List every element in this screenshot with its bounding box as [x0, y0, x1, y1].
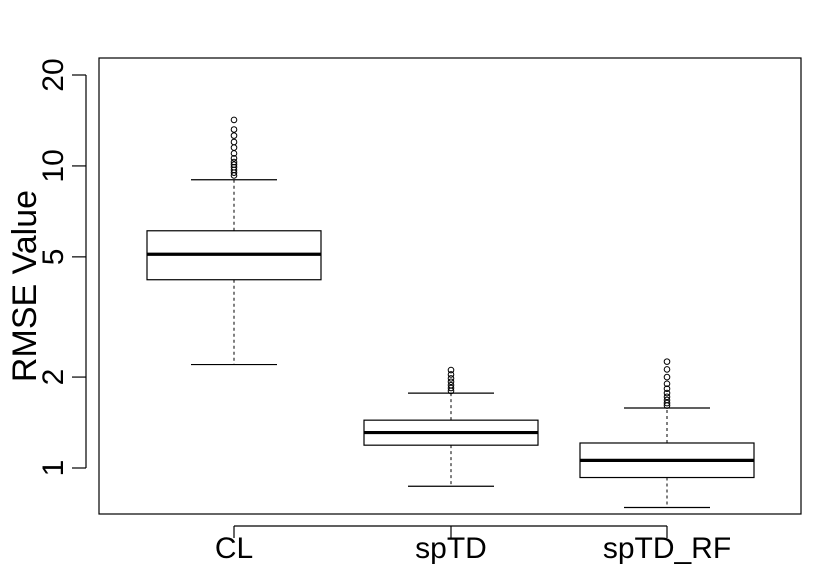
outlier-point — [447, 371, 455, 378]
outlier-point — [230, 154, 238, 162]
outlier-point — [663, 385, 671, 393]
outlier-point — [663, 380, 671, 388]
outlier-point — [447, 384, 455, 392]
y-axis: 1 2 5 10 20 — [37, 58, 87, 477]
boxes-group — [146, 116, 755, 509]
outlier-point — [447, 381, 455, 389]
y-axis-title: RMSE Value — [6, 190, 44, 382]
outlier-point — [230, 144, 238, 151]
outlier-point — [663, 396, 671, 404]
outlier-point — [663, 393, 671, 401]
outlier-point — [663, 373, 671, 381]
x-axis: CL spTD spTD_RF — [215, 525, 731, 565]
y-tick-label: 2 — [37, 369, 70, 386]
y-tick-label: 10 — [37, 149, 70, 182]
outlier-point — [663, 366, 671, 373]
plot-frame — [98, 57, 802, 515]
outlier-point — [230, 132, 238, 139]
outlier-point — [230, 161, 238, 168]
y-tick-label: 20 — [37, 58, 70, 91]
outlier-point — [663, 358, 671, 365]
box-spTD_RF — [579, 358, 755, 509]
outlier-point — [447, 366, 455, 374]
outlier-point — [230, 138, 238, 146]
y-tick-label: 1 — [37, 460, 70, 477]
box-CL — [146, 116, 322, 366]
outlier-point — [230, 158, 238, 166]
outlier-point — [230, 126, 238, 133]
outlier-point — [447, 375, 455, 382]
box-spTD — [363, 366, 539, 487]
outlier-point — [663, 389, 671, 397]
x-tick-label: spTD_RF — [603, 532, 731, 565]
y-tick-label: 5 — [37, 249, 70, 266]
outlier-point — [447, 378, 455, 386]
outlier-point — [663, 399, 671, 407]
x-tick-label: spTD — [415, 532, 487, 565]
outlier-point — [230, 116, 238, 124]
x-tick-label: CL — [215, 532, 253, 565]
